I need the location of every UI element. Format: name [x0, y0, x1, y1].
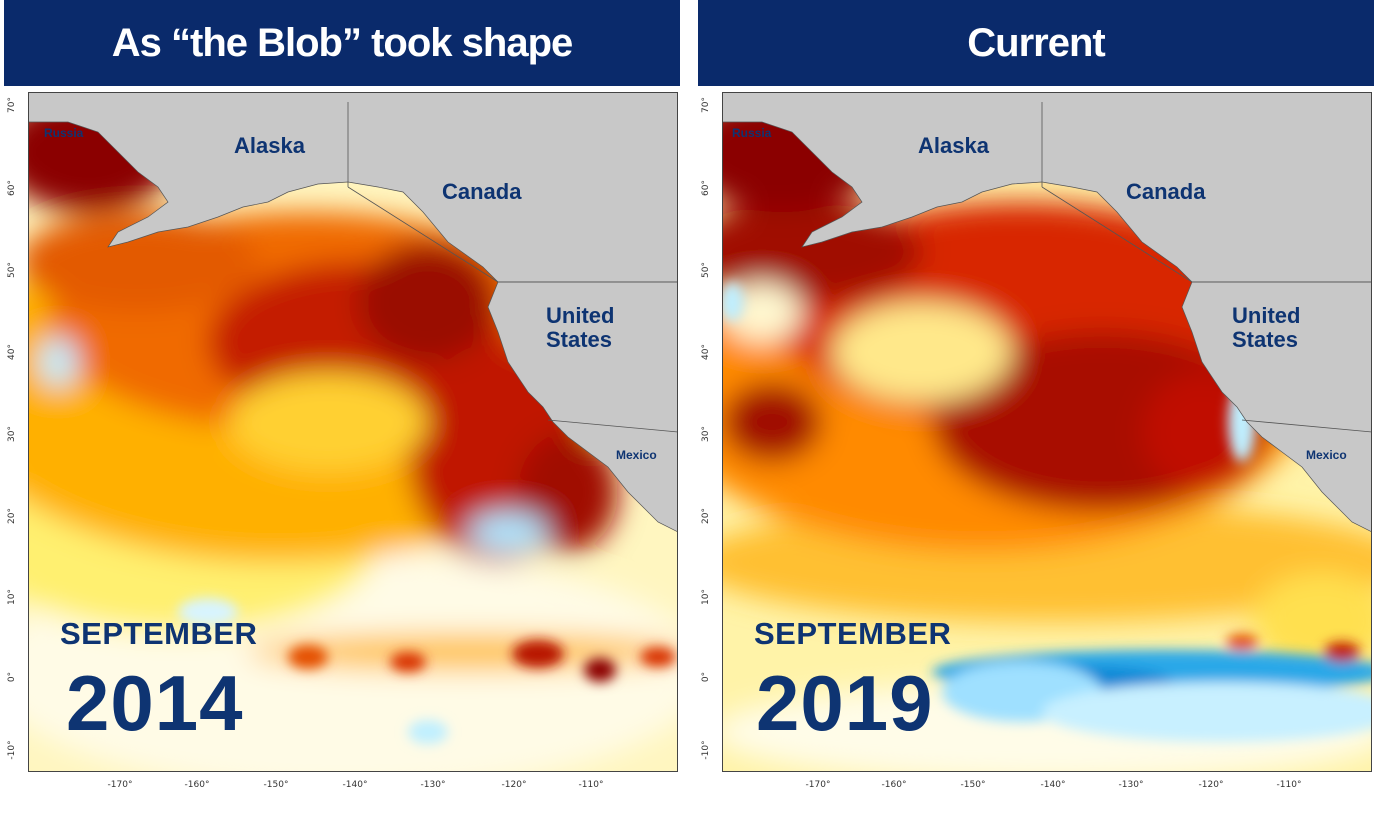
- label-mexico: Mexico: [1306, 448, 1347, 462]
- equatorial-spots: [178, 598, 676, 744]
- label-alaska: Alaska: [918, 133, 989, 158]
- land-north: [28, 92, 678, 283]
- month-label: SEPTEMBER: [754, 616, 952, 651]
- x-tick: -110°: [578, 780, 604, 790]
- y-tick: 0°: [701, 671, 711, 683]
- y-tick: 0°: [7, 671, 17, 683]
- x-tick: -170°: [107, 780, 133, 790]
- map-graphic: [28, 92, 678, 772]
- x-tick: -120°: [1198, 780, 1224, 790]
- x-tick: -150°: [960, 780, 986, 790]
- year-label: 2019: [756, 659, 934, 747]
- y-tick: 70°: [7, 97, 17, 113]
- sst-anomaly-map: Russia Alaska Canada United States Mexic…: [28, 92, 678, 772]
- y-tick: -10°: [701, 740, 711, 760]
- y-tick: 60°: [7, 180, 17, 196]
- label-russia: Russia: [732, 126, 772, 140]
- y-tick: 10°: [701, 589, 711, 605]
- anomaly-field: [28, 92, 678, 772]
- land-east: [1181, 281, 1372, 533]
- x-tick: -120°: [501, 780, 527, 790]
- x-tick: -130°: [1118, 780, 1144, 790]
- x-tick: -110°: [1276, 780, 1302, 790]
- y-tick: 10°: [7, 589, 17, 605]
- y-tick: 50°: [701, 262, 711, 278]
- year-label: 2014: [66, 659, 244, 747]
- label-us-2: States: [546, 327, 613, 352]
- y-tick: -10°: [7, 740, 17, 760]
- label-mexico: Mexico: [616, 448, 657, 462]
- x-tick: -160°: [184, 780, 210, 790]
- label-canada: Canada: [1126, 179, 1206, 204]
- x-tick: -160°: [881, 780, 907, 790]
- x-tick: -140°: [342, 780, 368, 790]
- y-tick: 30°: [701, 426, 711, 442]
- panel-2014: As “the Blob” took shape: [4, 0, 680, 814]
- x-tick: -140°: [1040, 780, 1066, 790]
- sst-anomaly-map: Russia Alaska Canada United States Mexic…: [722, 92, 1372, 772]
- label-us-1: United: [1232, 303, 1301, 328]
- panel-title: As “the Blob” took shape: [4, 0, 680, 86]
- label-russia: Russia: [44, 126, 84, 140]
- panel-2019: Current: [698, 0, 1374, 814]
- y-tick: 70°: [701, 97, 711, 113]
- y-tick: 20°: [701, 508, 711, 524]
- y-tick: 40°: [701, 344, 711, 360]
- panel-title: Current: [698, 0, 1374, 86]
- x-tick: -170°: [805, 780, 831, 790]
- month-label: SEPTEMBER: [60, 616, 258, 651]
- label-canada: Canada: [442, 179, 522, 204]
- label-us-1: United: [546, 303, 615, 328]
- label-alaska: Alaska: [234, 133, 305, 158]
- x-tick: -150°: [263, 780, 289, 790]
- label-us-2: States: [1232, 327, 1299, 352]
- y-tick: 50°: [7, 262, 17, 278]
- y-tick: 40°: [7, 344, 17, 360]
- y-tick: 60°: [701, 180, 711, 196]
- land-east: [487, 281, 678, 533]
- y-tick: 30°: [7, 426, 17, 442]
- equatorial-cold-tongue: [722, 282, 1372, 742]
- map-graphic: [722, 92, 1372, 772]
- y-tick: 20°: [7, 508, 17, 524]
- x-tick: -130°: [420, 780, 446, 790]
- land-north: [722, 92, 1372, 283]
